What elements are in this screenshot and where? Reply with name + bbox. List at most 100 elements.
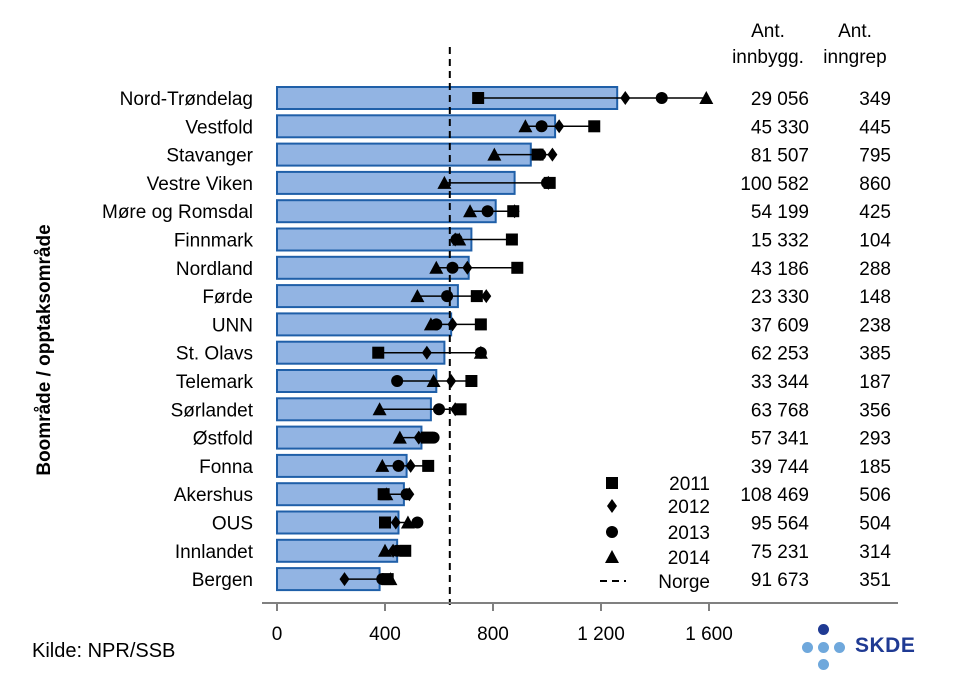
- marker-2014: [518, 119, 533, 133]
- marker-2013: [411, 516, 424, 529]
- legend-label: 2014: [668, 548, 711, 569]
- marker-2011: [606, 477, 618, 489]
- marker-2013: [535, 120, 548, 133]
- category-label: Nordland: [176, 259, 253, 280]
- category-label: Bergen: [192, 570, 253, 591]
- marker-2011: [474, 318, 487, 331]
- logo-text: SKDE: [855, 634, 916, 657]
- table-cell-inngrep: 238: [859, 315, 891, 336]
- table-cell-innbygg: 33 344: [751, 372, 810, 393]
- marker-2014: [383, 572, 398, 586]
- marker-2012: [447, 317, 458, 332]
- marker-2011: [511, 261, 524, 274]
- marker-2012: [405, 458, 416, 473]
- skde-logo: SKDE: [800, 622, 930, 672]
- y-axis-label: Boområde / opptaksområde: [34, 224, 55, 475]
- category-label: Vestre Viken: [147, 174, 253, 195]
- marker-2014: [423, 317, 438, 331]
- table-cell-inngrep: 293: [859, 429, 891, 450]
- marker-2012: [390, 515, 401, 530]
- table-cell-innbygg: 43 186: [751, 259, 809, 280]
- marker-2013: [655, 92, 668, 104]
- category-label: Akershus: [174, 485, 253, 506]
- table-cell-innbygg: 37 609: [751, 315, 809, 336]
- marker-2013: [391, 375, 404, 387]
- table-cell-innbygg: 91 673: [751, 570, 809, 591]
- table-cell-inngrep: 288: [859, 259, 891, 280]
- table-cell-innbygg: 23 330: [751, 287, 809, 308]
- marker-2013: [400, 488, 413, 501]
- marker-2014: [400, 515, 415, 529]
- bar: [276, 538, 399, 563]
- category-label: Finnmark: [174, 231, 254, 252]
- table-cell-innbygg: 95 564: [751, 514, 810, 535]
- table-cell-inngrep: 148: [859, 287, 891, 308]
- x-tick-label: 1 200: [577, 624, 625, 645]
- category-label: St. Olavs: [176, 344, 253, 365]
- marker-2013: [481, 205, 494, 218]
- category-label: Nord-Trøndelag: [120, 89, 253, 110]
- table-cell-inngrep: 385: [859, 344, 891, 365]
- marker-2014: [429, 260, 444, 274]
- source-text: Kilde: NPR/SSB: [32, 640, 176, 662]
- marker-2011: [505, 233, 518, 246]
- table-cell-innbygg: 100 582: [740, 174, 809, 195]
- marker-2012: [607, 499, 617, 513]
- table-cell-innbygg: 15 332: [751, 231, 809, 252]
- table-cell-inngrep: 314: [859, 542, 891, 563]
- x-tick-label: 400: [369, 624, 401, 645]
- marker-2013: [541, 176, 553, 189]
- bar: [276, 199, 497, 224]
- marker-2014: [487, 147, 502, 161]
- marker-2014: [699, 91, 714, 104]
- table-cell-inngrep: 185: [859, 457, 891, 478]
- category-label: Førde: [202, 287, 253, 308]
- category-label: Telemark: [176, 372, 254, 393]
- logo-dot: [818, 659, 829, 670]
- marker-2012: [481, 289, 492, 304]
- marker-2013: [427, 431, 440, 444]
- table-cell-inngrep: 104: [859, 231, 891, 252]
- marker-2011: [379, 516, 391, 529]
- marker-2013: [446, 261, 459, 274]
- marker-2012: [554, 119, 565, 134]
- table-cell-innbygg: 108 469: [740, 485, 809, 506]
- marker-2011: [472, 92, 485, 104]
- table-cell-inngrep: 860: [859, 174, 891, 195]
- table-header: Ant.: [751, 21, 785, 42]
- bar: [276, 114, 557, 139]
- logo-dot: [802, 642, 813, 653]
- category-label: Sørlandet: [171, 400, 254, 421]
- marker-2012: [509, 204, 520, 219]
- marker-2012: [450, 402, 461, 417]
- marker-2014: [392, 430, 407, 444]
- table-cell-innbygg: 62 253: [751, 344, 809, 365]
- table-header: innbygg.: [732, 47, 804, 68]
- marker-2014: [473, 345, 488, 359]
- logo-dot: [818, 624, 829, 635]
- category-label: OUS: [212, 514, 253, 535]
- table-cell-innbygg: 63 768: [751, 400, 809, 421]
- marker-2012: [620, 91, 631, 105]
- table-cell-inngrep: 349: [859, 89, 891, 110]
- marker-2012: [339, 572, 350, 587]
- x-tick-label: 0: [272, 624, 283, 645]
- marker-2014: [605, 550, 619, 563]
- marker-2014: [378, 543, 392, 557]
- table-cell-innbygg: 75 231: [751, 542, 809, 563]
- table-cell-innbygg: 39 744: [751, 457, 810, 478]
- marker-2014: [437, 175, 452, 189]
- marker-2012: [462, 260, 473, 275]
- marker-2011: [465, 375, 478, 387]
- table-cell-inngrep: 351: [859, 570, 891, 591]
- legend-label: Norge: [658, 572, 710, 593]
- marker-2013: [433, 403, 445, 416]
- marker-2014: [379, 487, 394, 501]
- marker-2014: [463, 204, 478, 218]
- table-cell-inngrep: 356: [859, 400, 891, 421]
- table-cell-innbygg: 57 341: [751, 429, 809, 450]
- category-label: Stavanger: [166, 146, 253, 167]
- marker-2012: [413, 430, 424, 445]
- category-label: Fonna: [199, 457, 253, 478]
- table-cell-innbygg: 81 507: [751, 146, 809, 167]
